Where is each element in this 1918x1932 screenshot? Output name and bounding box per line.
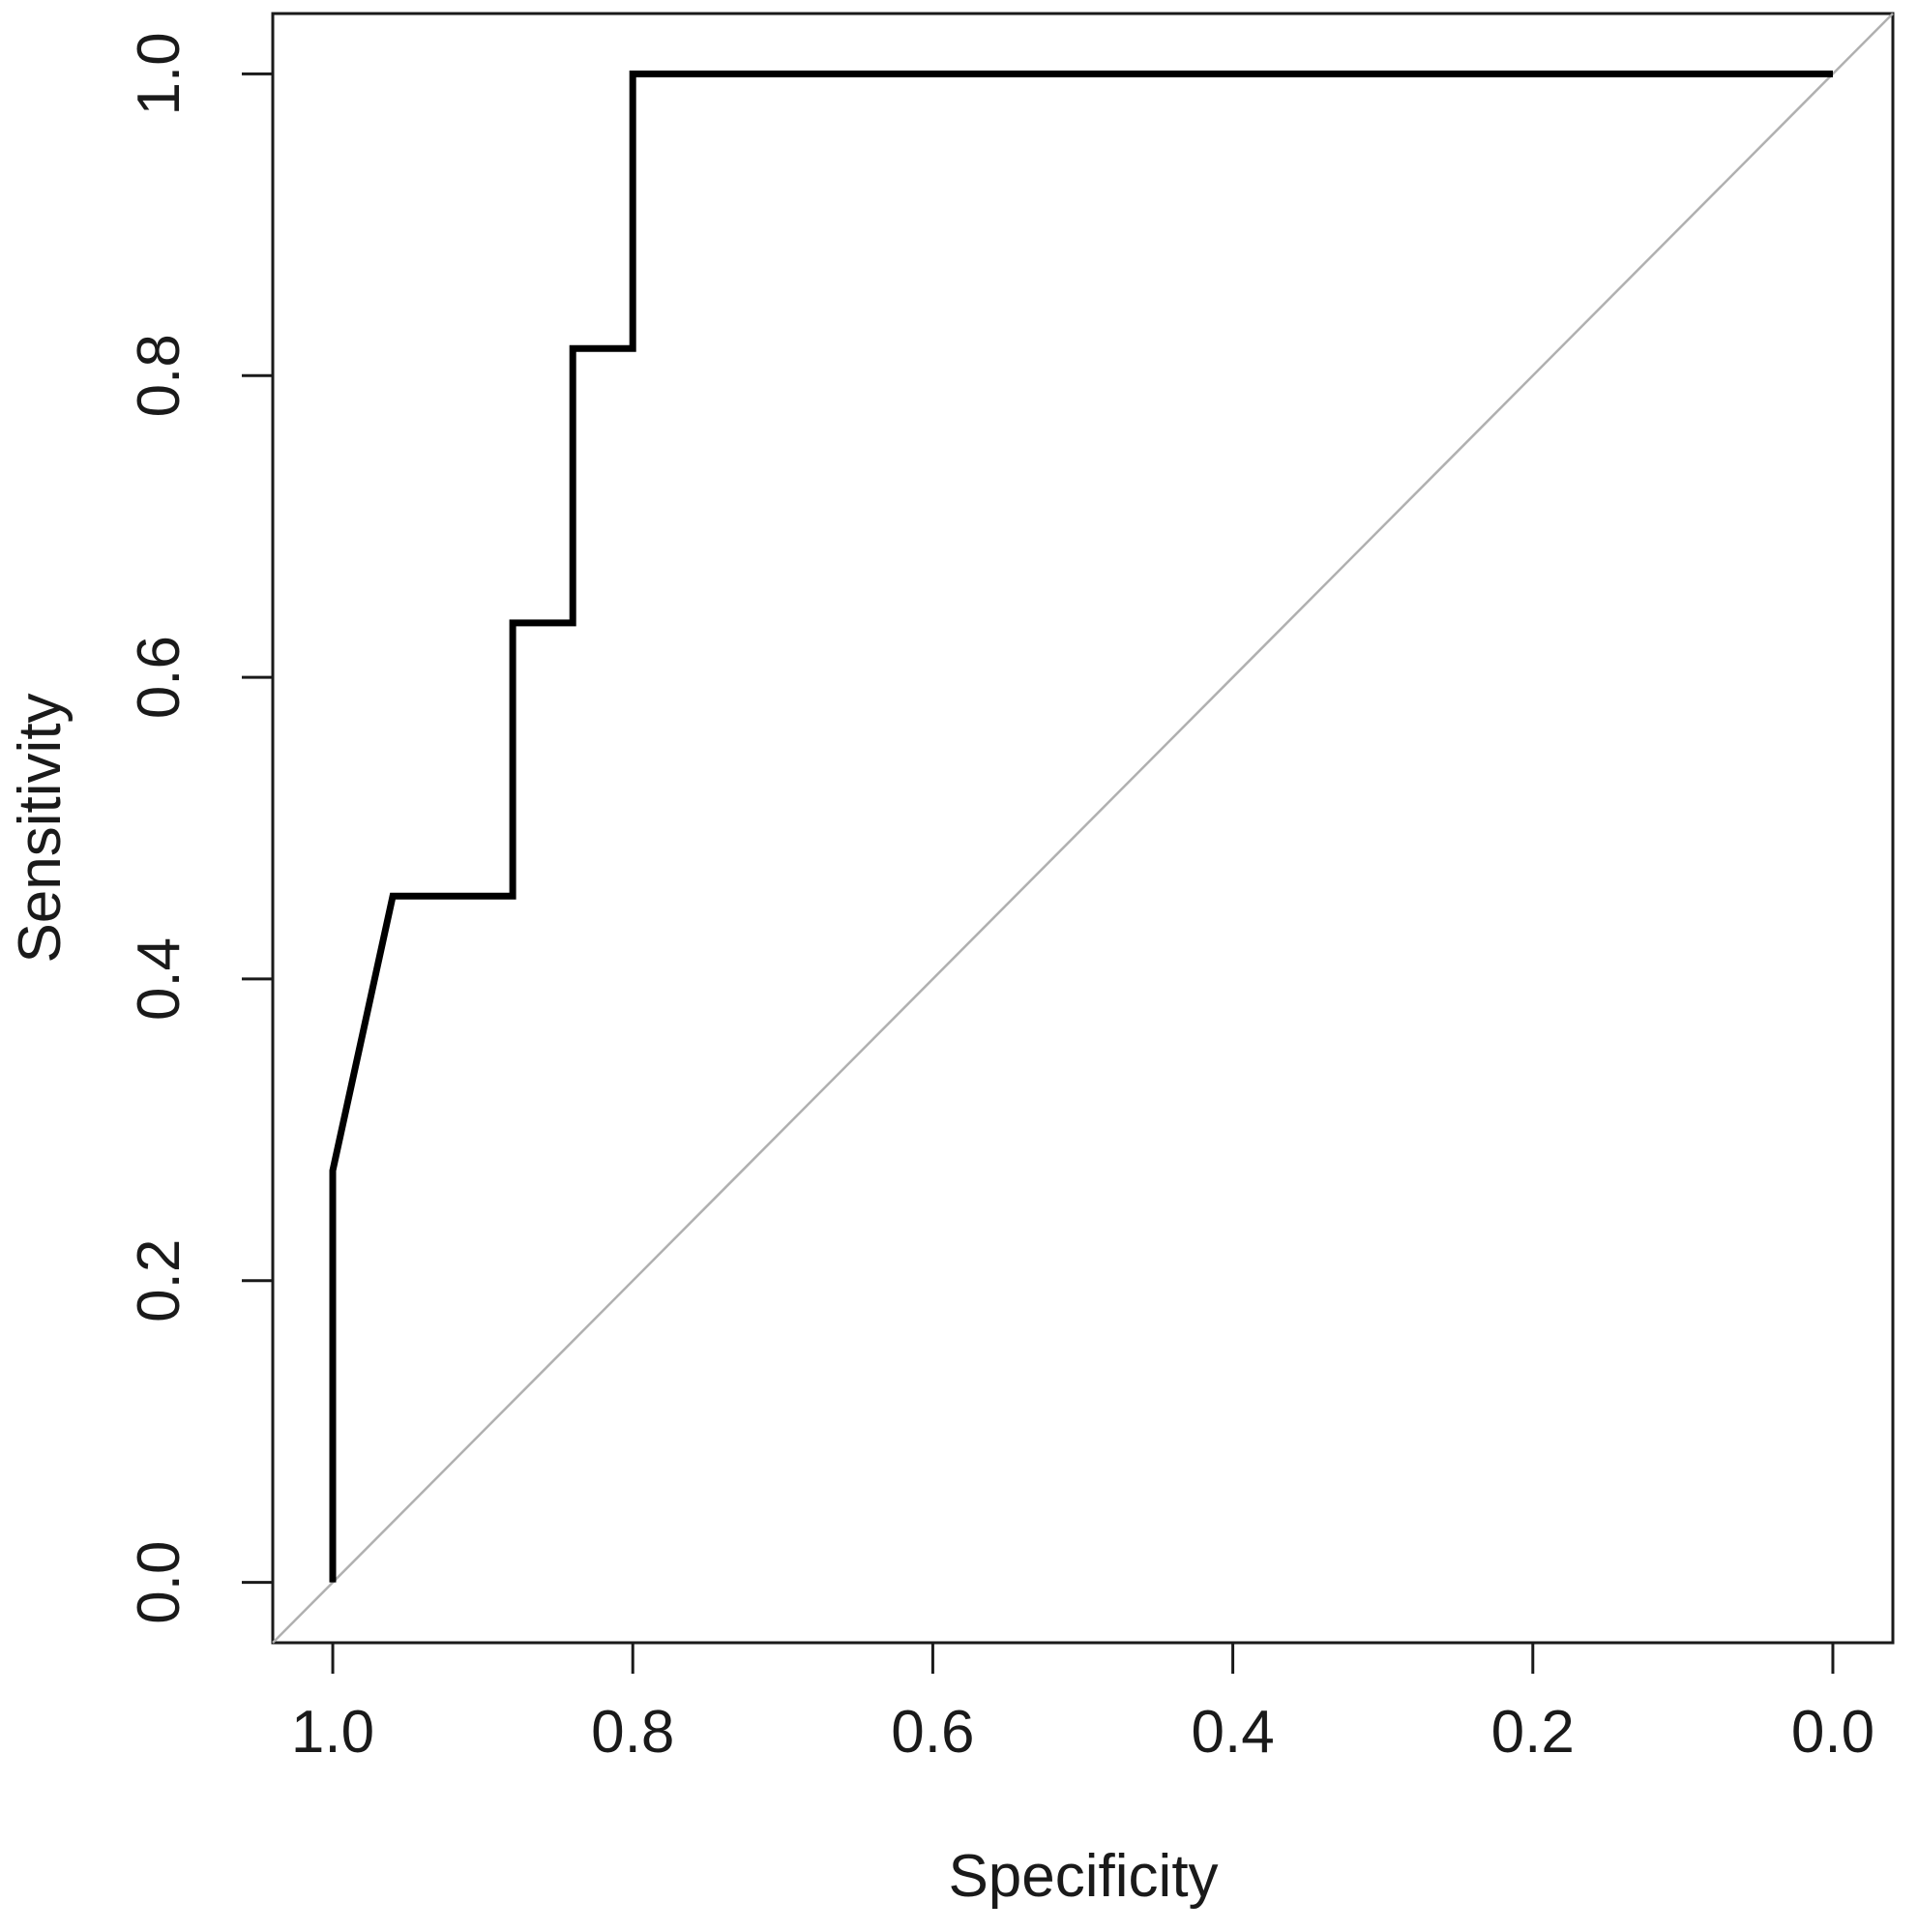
x-tick-label: 0.2 — [1491, 1699, 1575, 1766]
y-tick-label: 0.6 — [126, 636, 192, 719]
x-axis: 1.0 0.8 0.6 0.4 0.2 0.0 — [291, 1641, 1874, 1766]
y-axis-title: Sensitivity — [7, 693, 74, 963]
x-tick-label: 0.6 — [891, 1699, 974, 1766]
reference-diagonal-line — [272, 13, 1894, 1644]
y-tick-label: 1.0 — [126, 32, 192, 115]
x-tick-label: 1.0 — [291, 1699, 374, 1766]
y-tick-label: 0.0 — [126, 1541, 192, 1624]
y-tick-label: 0.4 — [126, 937, 192, 1021]
x-axis-title: Specificity — [948, 1843, 1218, 1910]
x-tick-label: 0.8 — [591, 1699, 674, 1766]
roc-curve-line — [329, 70, 1833, 1583]
y-tick-label: 0.2 — [126, 1239, 192, 1323]
x-tick-label: 0.4 — [1191, 1699, 1274, 1766]
x-tick-label: 0.0 — [1791, 1699, 1874, 1766]
series-layer — [272, 13, 1894, 1644]
y-axis: 0.0 0.2 0.4 0.6 0.8 1.0 — [126, 32, 275, 1624]
y-tick-label: 0.8 — [126, 334, 192, 417]
